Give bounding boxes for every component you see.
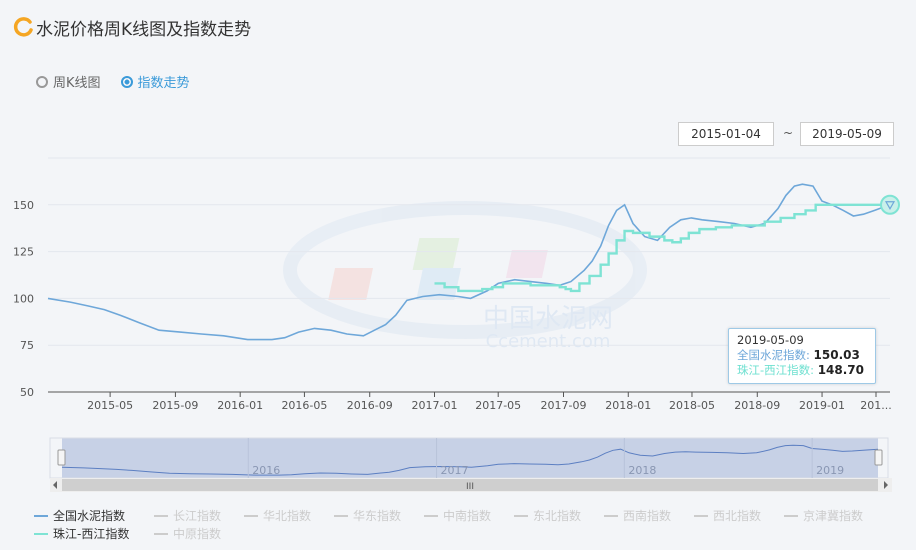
mode-weekly-kline[interactable]: 周K线图 [36,72,101,91]
legend-label: 中原指数 [173,527,222,541]
slider-preview-line [61,444,879,476]
scroll-right-arrow-icon[interactable] [884,481,888,489]
legend-swatch [154,532,168,535]
chart-header: 水泥价格周K线图及指数走势 [12,12,251,42]
legend-label: 全国水泥指数 [53,509,126,523]
legend-label: 西南指数 [623,509,672,523]
scroll-left-arrow-icon[interactable] [53,481,57,489]
legend-label: 西北指数 [713,509,762,523]
x-tick-label: 2018-01 [605,399,651,412]
legend-label: 华东指数 [353,509,402,523]
legend-item[interactable]: 西南指数 [604,507,671,524]
logo-icon [13,17,33,37]
legend-item[interactable]: 全国水泥指数 [34,507,125,524]
legend-item[interactable]: 中原指数 [154,525,221,542]
legend-swatch [34,514,48,517]
scroll-grip: III [466,482,474,492]
scroll-thumb[interactable] [62,479,878,491]
x-tick-label: 2016-01 [217,399,263,412]
chart-title: 水泥价格周K线图及指数走势 [36,19,252,40]
y-tick-label: 50 [20,386,34,399]
slider-labels: 2016 2017 2018 2019 [247,438,844,478]
slider-year-label: 2016 [252,464,280,477]
y-tick-label: 75 [20,339,34,352]
tooltip-label: 珠江-西江指数: [737,363,815,377]
legend-label: 中南指数 [443,509,492,523]
y-tick-label: 100 [13,292,34,305]
legend-swatch [34,532,48,535]
x-tick-label: 2017-09 [541,399,587,412]
legend-swatch [784,514,798,517]
legend-item[interactable]: 珠江-西江指数 [34,525,129,542]
legend-label: 长江指数 [173,509,222,523]
hover-marker [880,194,900,215]
x-tick-label: 2015-05 [87,399,133,412]
watermark: 中国水泥网 Ccement.com [283,201,647,352]
tooltip-row: 珠江-西江指数: 148.70 [737,363,867,378]
watermark-text-en: Ccement.com [486,331,611,352]
x-axis: 2015-05 2015-09 2016-01 2016-05 2016-09 2017-… [87,392,892,412]
mode-label: 周K线图 [53,76,101,91]
y-tick-label: 150 [13,199,34,212]
end-date-input[interactable]: 2019-05-09 [800,122,894,146]
radio-unselected-icon [36,75,48,88]
x-tick-label: 201... [860,399,892,412]
legend-swatch [334,514,348,517]
tooltip-date: 2019-05-09 [737,333,804,347]
x-tick-label: 2017-01 [412,399,458,412]
x-tick-label: 2019-01 [799,399,845,412]
legend-swatch [604,514,618,517]
legend-item[interactable]: 华北指数 [244,507,311,524]
radio-selected-icon [120,75,133,88]
view-mode-selector: 周K线图 指数走势 [36,72,190,91]
legend-item[interactable]: 长江指数 [154,507,221,524]
legend-item[interactable]: 西北指数 [694,507,761,524]
slider-window[interactable] [62,438,878,478]
legend-swatch [154,514,168,517]
zoom-slider[interactable]: 2016 2017 2018 2019 III [49,437,892,492]
hover-point [880,194,900,215]
x-tick-label: 2018-09 [734,399,780,412]
x-tick-label: 2016-05 [281,399,327,412]
legend-swatch [514,514,528,517]
slider-right-handle[interactable] [874,449,883,466]
x-tick-label: 2015-09 [152,399,198,412]
slider-year-label: 2017 [441,464,469,477]
legend-item[interactable]: 中南指数 [424,507,491,524]
tooltip: 2019-05-09 全国水泥指数: 150.03 珠江-西江指数: 148.7… [728,328,876,384]
legend-item[interactable]: 京津冀指数 [784,507,863,524]
legend-label: 东北指数 [533,509,582,523]
legend-item[interactable]: 东北指数 [514,507,581,524]
slider-year-label: 2018 [628,464,656,477]
x-tick-label: 2017-05 [475,399,521,412]
watermark-text-cn: 中国水泥网 [483,304,613,334]
x-tick-label: 2016-09 [347,399,393,412]
hover-arrow-icon [884,201,896,210]
legend-swatch [694,514,708,517]
mode-label: 指数走势 [137,76,190,91]
legend-label: 京津冀指数 [803,509,864,523]
range-separator: ~ [783,126,794,140]
tooltip-value: 148.70 [817,363,864,377]
y-axis: 50 75 100 125 150 [13,199,34,399]
mode-index-trend[interactable]: 指数走势 [120,72,190,91]
slider-left-handle[interactable] [57,449,66,466]
series-line-2 [434,203,892,293]
series-lines [47,183,892,341]
x-tick-label: 2018-05 [669,399,715,412]
legend-swatch [424,514,438,517]
legend-label: 珠江-西江指数 [53,527,130,541]
legend-swatch [244,514,258,517]
start-date-input[interactable]: 2015-01-04 [678,122,774,146]
legend-item[interactable]: 华东指数 [334,507,401,524]
y-tick-label: 125 [13,246,34,259]
tooltip-value: 150.03 [813,348,860,362]
tooltip-label: 全国水泥指数: [737,348,810,362]
tooltip-row: 全国水泥指数: 150.03 [737,348,867,363]
slider-year-label: 2019 [816,464,844,477]
grid [48,157,890,393]
legend-label: 华北指数 [263,509,312,523]
